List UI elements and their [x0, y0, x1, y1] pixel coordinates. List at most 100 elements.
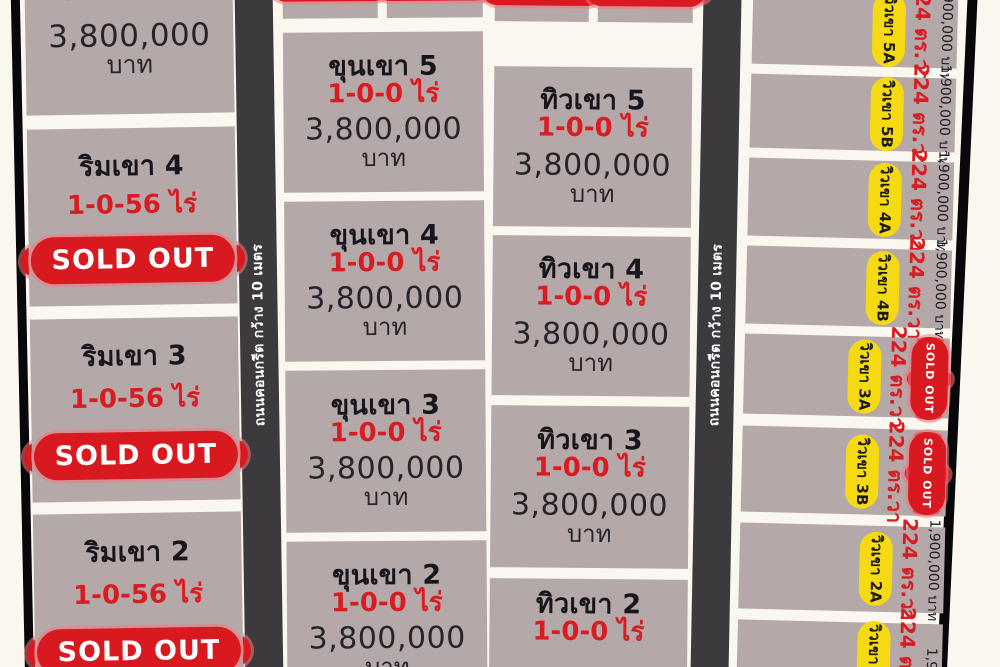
plot-area: 224 ตร.วา: [902, 237, 929, 341]
plot-name: ริมเขา 4: [78, 149, 184, 183]
status-badge-sold-out-wrap: SOLD OUT: [913, 336, 946, 420]
plot-price-block: 1,900,000 บาท: [930, 238, 949, 340]
plot-wiew-khao-4A[interactable]: 1,900,000 บาท 224 ตร.วา วิวเขา 4A: [747, 149, 955, 252]
plot-price-block: 1,900,000 บาท: [924, 519, 942, 621]
plot-name-pill: วิวเขา 3B: [844, 434, 880, 509]
plot-wiew-khao-3A[interactable]: SOLD OUT 224 ตร.วา วิวเขา 3A: [743, 326, 950, 429]
plot-khun-khao-3[interactable]: ขุนเขา 3 1-0-0 ไร่ 3,800,000 บาท: [285, 369, 487, 533]
plot-area: 1-0-0 ไร่: [536, 112, 649, 144]
plot-wiew-khao-3B[interactable]: SOLD OUT 224 ตร.วา วิวเขา 3B: [740, 421, 948, 524]
plot-price-block: 1,900,000 บาท: [933, 150, 951, 252]
plot-price-unit: บาท: [568, 348, 614, 378]
plot-rim-khao-4[interactable]: ริมเขา 4 1-0-56 ไร่ SOLD OUT: [26, 126, 238, 307]
plot-area: 1-0-56 ไร่: [72, 579, 204, 612]
plot-price: 1,900,000: [924, 519, 943, 591]
status-badge-sold-out: SOLD OUT: [910, 431, 944, 515]
plot-price-block: 1,9: [922, 647, 940, 667]
plot-price-unit: บาท: [361, 143, 407, 173]
plot-khun-khao-2[interactable]: ขุนเขา 2 1-0-0 ไร่ 3,800,000 บาท: [286, 540, 488, 667]
plot-price: 1,9: [922, 647, 940, 667]
plot-area: 1-0-0 ไร่: [532, 616, 645, 648]
plot-wiew-khao-5A[interactable]: 1,900,000 บาท 224 ตร.วา วิวเขา 5A: [751, 0, 959, 82]
plot-area: 224 ตร.วา: [895, 518, 923, 622]
plot-tiw-khao-top-partial-b[interactable]: SOLD OUT: [588, 0, 703, 23]
sold-out-text: SOLD OUT: [57, 634, 221, 667]
plot-name: ทิวเขา 5: [540, 84, 646, 117]
plot-wiew-khao-4B[interactable]: 1,900,000 บาท 224 ตร.วา วิวเขา 4B: [745, 237, 953, 340]
column-tiw-khao: SOLD OUT SOLD OUT ทิวเขา 5 1-0-0 ไร่ 3,8…: [484, 0, 703, 667]
plot-name-pill: วิวเขา 5A: [871, 0, 906, 68]
plot-area: 1-0-0 ไร่: [533, 452, 646, 484]
plot-price-unit: บาท: [569, 179, 615, 209]
plot-name: ริมเขา 3: [81, 339, 187, 373]
plot-price: 3,800,000: [307, 450, 465, 488]
plot-khun-khao-5[interactable]: ขุนเขา 5 1-0-0 ไร่ 3,800,000 บาท: [282, 31, 485, 193]
plot-area: 1-0-56 ไร่: [63, 0, 194, 7]
plot-price-unit: บาท: [566, 519, 612, 549]
plot-wiew-khao-5B[interactable]: 1,900,000 บาท 224 ตร.วา วิวเขา 5B: [749, 63, 957, 166]
plot-area: 1-0-0 ไร่: [330, 587, 443, 619]
plot-area: 224 ตร.วา: [893, 607, 920, 667]
plot-name-pill: วิวเขา 4A: [866, 162, 902, 238]
sold-out-text: SOLD OUT: [919, 437, 935, 509]
column-khun-khao: SOLD OUT SOLD OUT ขุนเขา 5 1-0-0 ไร่ 3,8…: [279, 0, 488, 667]
plot-rim-khao-3[interactable]: ริมเขา 3 1-0-56 ไร่ SOLD OUT: [29, 316, 241, 503]
plot-khun-khao-top-partial-a[interactable]: SOLD OUT: [279, 0, 381, 19]
plot-wiew-khao-2B[interactable]: 1,9 224 ตร.วา วิวเขา 2B: [736, 607, 943, 667]
plot-price: 1,900,000: [937, 0, 956, 52]
plot-name: ขุนเขา 5: [328, 51, 438, 83]
plot-tiw-khao-top-partial-a[interactable]: SOLD OUT: [484, 0, 600, 22]
column-wiew-khao: 1,900,000 บาท 224 ตร.วา วิวเขา 5A 1,900,…: [736, 0, 959, 667]
road-label-right: ถนนคอนกรีต กว้าง 10 เมตร: [706, 243, 726, 427]
status-badge-sold-out: SOLD OUT: [39, 622, 239, 667]
plot-name: ทิวเขา 2: [535, 588, 642, 621]
plot-name: ขุนเขา 2: [331, 560, 442, 592]
plot-khun-khao-4[interactable]: ขุนเขา 4 1-0-0 ไร่ 3,800,000 บาท: [284, 200, 486, 362]
sold-out-text: SOLD OUT: [54, 438, 218, 473]
plot-price-unit: บาท: [365, 653, 410, 667]
status-badge-sold-out: SOLD OUT: [484, 0, 600, 7]
plot-rim-khao-2[interactable]: ริมเขา 2 1-0-56 ไร่ SOLD OUT: [32, 511, 244, 667]
plot-area: 1-0-56 ไร่: [69, 383, 201, 416]
plot-name-pill: วิวเขา 4B: [864, 250, 900, 326]
plot-area: 1-0-0 ไร่: [329, 417, 442, 449]
plot-price: 1,900,000: [935, 64, 954, 136]
plot-name: ขุนเขา 4: [329, 220, 440, 252]
plot-area: 224 ตร.วา: [882, 420, 909, 524]
status-badge-sold-out: SOLD OUT: [588, 0, 703, 8]
plot-name: ทิวเขา 4: [538, 253, 645, 286]
plot-wiew-khao-2A[interactable]: 1,900,000 บาท 224 ตร.วา วิวเขา 2A: [738, 518, 946, 621]
plot-khun-khao-top-partial-b[interactable]: SOLD OUT: [384, 0, 485, 18]
plot-price: 3,800,000: [513, 147, 672, 185]
plot-name-pill: วิวเขา 5B: [869, 76, 904, 152]
plot-tiw-khao-4[interactable]: ทิวเขา 4 1-0-0 ไร่ 3,800,000 บาท: [491, 235, 691, 397]
status-badge-sold-out: SOLD OUT: [913, 336, 946, 420]
road-center-right: ถนนคอนกรีต กว้าง 10 เมตร: [690, 0, 742, 667]
plot-name-pill: วิวเขา 3A: [847, 339, 882, 414]
plot-price: 3,800,000: [304, 111, 463, 149]
plot-tiw-khao-5[interactable]: ทิวเขา 5 1-0-0 ไร่ 3,800,000 บาท: [492, 66, 693, 228]
plot-area: 1-0-0 ไร่: [328, 247, 441, 279]
plot-area: 1-0-56 ไร่: [66, 189, 198, 222]
plot-area: 1-0-0 ไร่: [327, 78, 440, 110]
plot-price: 3,800,000: [306, 280, 464, 318]
status-badge-sold-out: SOLD OUT: [36, 426, 236, 485]
sold-out-text: SOLD OUT: [51, 242, 215, 277]
plot-name: ขุนเขา 3: [330, 390, 441, 422]
plot-price: 3,800,000: [47, 16, 211, 56]
plot-price: 3,800,000: [308, 620, 466, 658]
status-badge-sold-out-wrap: SOLD OUT: [910, 431, 944, 515]
column-rim-khao: 1-0-56 ไร่ 3,800,000 บาท ริมเขา 4 1-0-56…: [23, 0, 244, 667]
plot-area: 1-0-0 ไร่: [535, 281, 648, 313]
plot-price-unit: บาท: [924, 594, 941, 622]
plot-tiw-khao-2[interactable]: ทิวเขา 2 1-0-0 ไร่: [488, 578, 688, 667]
plot-price: 3,800,000: [510, 487, 669, 525]
sold-out-text: SOLD OUT: [922, 342, 937, 414]
road-label-left: ถนนคอนกรีต กว้าง 10 เมตร: [249, 243, 269, 427]
status-badge-sold-out: SOLD OUT: [33, 230, 233, 289]
plot-rim-khao-top-partial[interactable]: 1-0-56 ไร่ 3,800,000 บาท: [23, 0, 235, 116]
plot-price-unit: บาท: [106, 49, 154, 80]
plot-tiw-khao-3[interactable]: ทิวเขา 3 1-0-0 ไร่ 3,800,000 บาท: [489, 405, 690, 569]
plot-price-unit: บาท: [362, 312, 408, 342]
